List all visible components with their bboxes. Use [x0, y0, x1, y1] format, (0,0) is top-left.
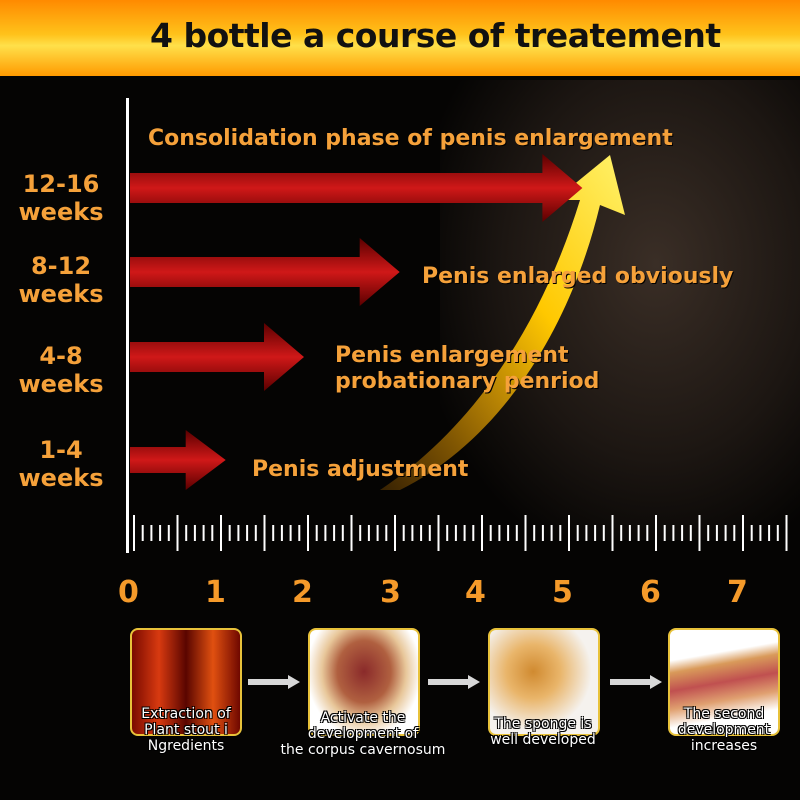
step-image-plant-extraction — [130, 628, 242, 736]
page-title: 4 bottle a course of treatement — [150, 16, 721, 55]
weeks-label-4-8: 4-8 weeks — [18, 342, 104, 398]
phase-probationary: Penis enlargement probationary penriod — [335, 343, 600, 394]
scale-label: 3 — [380, 575, 401, 610]
stage-arrow — [130, 238, 400, 306]
step-caption-2: Activate the development of the corpus cav… — [280, 710, 446, 758]
stage-arrow — [130, 154, 583, 222]
scale-label: 5 — [552, 575, 573, 610]
step-image-second-development — [668, 628, 780, 736]
step-caption-1: Extraction of Plant stout i Ngredients — [141, 706, 231, 754]
phase-adjustment: Penis adjustment — [252, 457, 469, 482]
step-caption-3: The sponge is well developed — [490, 716, 596, 748]
weeks-label-1-4: 1-4 weeks — [18, 436, 104, 492]
phase-enlarged: Penis enlarged obviously — [422, 264, 734, 289]
step-arrow-icon — [248, 675, 300, 689]
scale-label: 0 — [118, 575, 139, 610]
scale-label: 6 — [640, 575, 661, 610]
background-figure — [440, 80, 800, 540]
step-arrow-icon — [428, 675, 480, 689]
scale-label: 1 — [205, 575, 226, 610]
stage-arrow — [130, 430, 226, 490]
step-arrow-icon — [610, 675, 662, 689]
scale-label: 2 — [292, 575, 313, 610]
step-image-corpus-cavernosum — [308, 628, 420, 736]
title-banner: 4 bottle a course of treatement — [0, 0, 800, 76]
weeks-label-12-16: 12-16 weeks — [18, 170, 104, 226]
vertical-axis — [126, 98, 129, 553]
scale-label: 4 — [465, 575, 486, 610]
step-caption-4: The second development increases — [677, 706, 771, 754]
scale-label: 7 — [727, 575, 748, 610]
stage-arrow — [130, 323, 304, 391]
phase-consolidation: Consolidation phase of penis enlargement — [148, 126, 673, 151]
weeks-label-8-12: 8-12 weeks — [18, 252, 104, 308]
growth-curve-arrow — [380, 155, 625, 490]
step-image-sponge — [488, 628, 600, 736]
ruler — [133, 515, 788, 551]
